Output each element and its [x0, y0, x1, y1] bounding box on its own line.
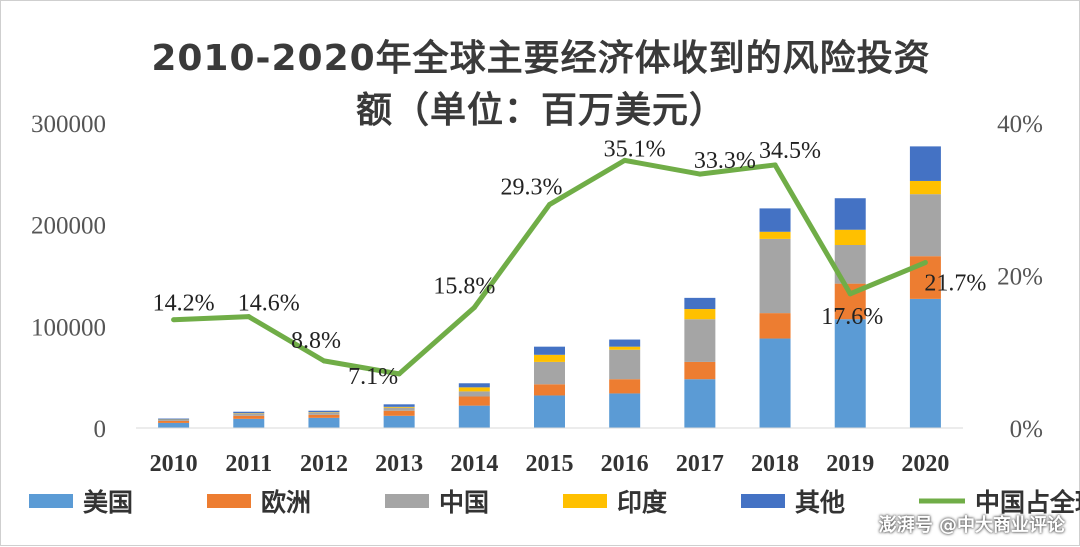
- legend-label: 欧洲: [261, 488, 311, 517]
- line-data-label: 35.1%: [604, 136, 666, 162]
- line-data-label: 14.6%: [238, 291, 300, 317]
- line-data-label: 21.7%: [924, 271, 986, 297]
- legend-swatch: [29, 494, 73, 508]
- bar-segment: [684, 379, 715, 428]
- y-left-tick-label: 300000: [31, 111, 106, 138]
- bar-segment: [459, 391, 490, 396]
- bar-segment: [910, 146, 941, 181]
- bar-segment: [158, 423, 189, 428]
- line-data-label: 34.5%: [759, 138, 821, 164]
- y-left-tick-label: 200000: [31, 213, 106, 240]
- bar-segment: [910, 299, 941, 428]
- y-right-tick-label: 0%: [1010, 416, 1043, 443]
- bar-segment: [910, 181, 941, 194]
- bar-segment: [233, 412, 264, 414]
- bar-segment: [308, 412, 339, 413]
- x-tick-label: 2020: [901, 451, 949, 477]
- bar-segment: [684, 309, 715, 319]
- bar-segment: [760, 232, 791, 239]
- bar-segment: [233, 414, 264, 416]
- bar-segment: [684, 298, 715, 309]
- bar-segment: [308, 413, 339, 415]
- bar-segment: [459, 406, 490, 428]
- bar-segment: [609, 340, 640, 347]
- bar-segment: [534, 395, 565, 428]
- bar-segment: [384, 407, 415, 408]
- bar-segment: [158, 421, 189, 423]
- y-left-tick-label: 100000: [31, 314, 106, 341]
- share-line-point: [547, 202, 552, 207]
- bar-segment: [760, 208, 791, 231]
- bar-segment: [384, 404, 415, 407]
- x-tick-label: 2014: [450, 451, 498, 477]
- line-data-label: 7.1%: [348, 364, 398, 390]
- share-line-point: [923, 260, 928, 265]
- bar-segment: [910, 194, 941, 256]
- bar-segment: [609, 393, 640, 428]
- bar-segment: [684, 319, 715, 362]
- line-data-label: 17.6%: [821, 304, 883, 330]
- share-line-point: [472, 305, 477, 310]
- bar-segment: [384, 416, 415, 428]
- line-data-label: 8.8%: [291, 328, 341, 354]
- bar-segment: [384, 411, 415, 416]
- bar-segment: [459, 383, 490, 387]
- share-line-point: [848, 291, 853, 296]
- legend-swatch: [385, 494, 429, 508]
- bar-segment: [835, 230, 866, 245]
- legend-label: 其他: [795, 488, 845, 517]
- bar-segment: [384, 408, 415, 411]
- x-tick-label: 2016: [601, 451, 649, 477]
- bar-segment: [534, 362, 565, 384]
- line-data-label: 33.3%: [694, 148, 756, 174]
- y-left-tick-label: 0: [94, 416, 107, 443]
- bar-segment: [609, 347, 640, 350]
- watermark-text: 澎湃号 @中大商业评论: [879, 511, 1065, 537]
- bar-segment: [684, 362, 715, 379]
- y-right-tick-label: 40%: [997, 111, 1043, 138]
- legend-swatch: [741, 494, 785, 508]
- bar-segment: [233, 419, 264, 428]
- line-data-label: 29.3%: [501, 175, 563, 201]
- x-tick-label: 2019: [826, 451, 874, 477]
- x-tick-label: 2010: [150, 451, 198, 477]
- legend-label: 中国: [439, 489, 489, 517]
- bar-segment: [534, 355, 565, 362]
- bar-segment: [459, 396, 490, 405]
- x-tick-label: 2015: [526, 451, 574, 477]
- bar-segment: [233, 416, 264, 419]
- bar-segment: [158, 420, 189, 421]
- bar-segment: [308, 411, 339, 413]
- legend-label: 美国: [83, 488, 133, 517]
- bar-segment: [233, 413, 264, 414]
- bar-segment: [534, 347, 565, 355]
- bar-segment: [459, 387, 490, 391]
- x-tick-label: 2017: [676, 451, 724, 477]
- bar-segment: [534, 384, 565, 395]
- share-line-point: [321, 358, 326, 363]
- bar-segment: [609, 379, 640, 393]
- line-data-label: 15.8%: [433, 274, 495, 300]
- legend-swatch: [207, 494, 251, 508]
- bar-segment: [760, 339, 791, 428]
- x-tick-label: 2018: [751, 451, 799, 477]
- x-tick-label: 2011: [225, 451, 272, 477]
- bar-segment: [609, 350, 640, 379]
- bar-segment: [308, 418, 339, 428]
- line-data-label: 14.2%: [153, 291, 215, 317]
- bar-segment: [158, 419, 189, 420]
- bar-segment: [835, 198, 866, 230]
- bar-segment: [835, 319, 866, 428]
- x-tick-label: 2013: [375, 451, 423, 477]
- y-right-tick-label: 20%: [997, 264, 1043, 291]
- x-tick-label: 2012: [300, 451, 348, 477]
- legend-label: 印度: [617, 488, 667, 517]
- bar-segment: [760, 239, 791, 313]
- bar-segment: [308, 415, 339, 418]
- share-line-point: [171, 317, 176, 322]
- bar-segment: [760, 313, 791, 338]
- legend-swatch: [563, 494, 607, 508]
